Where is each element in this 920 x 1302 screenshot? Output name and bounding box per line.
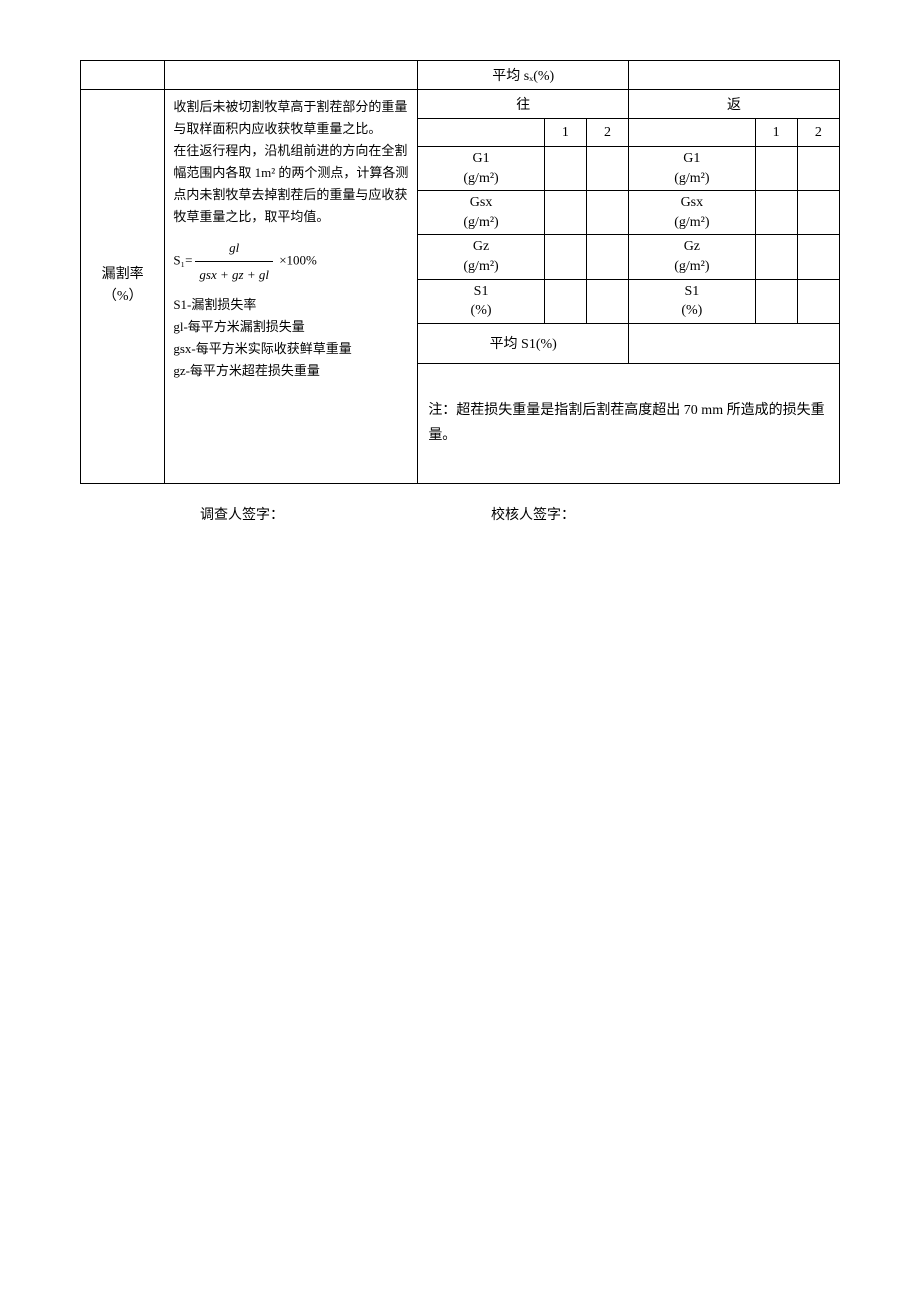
checker-signature-label: 校核人签字： xyxy=(491,504,575,524)
note-cell: 注：超茬损失重量是指割后割茬高度超出 70 mm 所造成的损失重量。 xyxy=(418,363,840,483)
description-cell: 收割后未被切割牧草高于割茬部分的重量与取样面积内应收获牧草重量之比。 在往返行程… xyxy=(165,90,418,484)
gsx-text-r: Gsx xyxy=(681,195,704,210)
fwd-gsx-label: Gsx (g/m²) xyxy=(418,191,544,235)
ret-s1-v1 xyxy=(755,279,797,323)
fwd-gz-label: Gz (g/m²) xyxy=(418,235,544,279)
gz-unit: (g/m²) xyxy=(463,259,498,274)
fwd-s1-v2 xyxy=(586,279,628,323)
formula-num: gl xyxy=(195,237,273,262)
s1-text-r: S1 xyxy=(684,284,699,299)
s1-unit-r: (%) xyxy=(681,303,702,318)
ret-gsx-v1 xyxy=(755,191,797,235)
g1-unit-r: (g/m²) xyxy=(674,171,709,186)
fwd-col2: 2 xyxy=(586,119,628,147)
ret-s1-label: S1 (%) xyxy=(629,279,755,323)
fwd-gsx-v2 xyxy=(586,191,628,235)
fwd-s1-label: S1 (%) xyxy=(418,279,544,323)
desc-para2: 在往返行程内，沿机组前进的方向在全割幅范围内各取 1m² 的两个测点，计算各测点… xyxy=(173,140,409,228)
fwd-g1-v1 xyxy=(544,147,586,191)
signature-row: 调查人签字： 校核人签字： xyxy=(80,504,840,524)
prev-label-cell xyxy=(81,61,165,90)
gsx-unit: (g/m²) xyxy=(463,215,498,230)
ret-gz-v2 xyxy=(797,235,839,279)
fwd-g1-label: G1 (g/m²) xyxy=(418,147,544,191)
desc-gsx: gsx-每平方米实际收获鲜草重量 xyxy=(173,338,409,360)
fwd-gsx-v1 xyxy=(544,191,586,235)
formula-prefix: S₁= xyxy=(173,252,192,267)
fwd-gz-v1 xyxy=(544,235,586,279)
fwd-blank xyxy=(418,119,544,147)
ret-s1-v2 xyxy=(797,279,839,323)
desc-gz: gz-每平方米超茬损失重量 xyxy=(173,360,409,382)
fwd-gz-v2 xyxy=(586,235,628,279)
s1-unit: (%) xyxy=(471,303,492,318)
ret-gsx-label: Gsx (g/m²) xyxy=(629,191,755,235)
gz-unit-r: (g/m²) xyxy=(674,259,709,274)
header-forward: 往 xyxy=(418,90,629,119)
ret-g1-v1 xyxy=(755,147,797,191)
fwd-col1: 1 xyxy=(544,119,586,147)
g1-text: G1 xyxy=(472,151,489,166)
gz-text: Gz xyxy=(473,239,489,254)
desc-para1: 收割后未被切割牧草高于割茬部分的重量与取样面积内应收获牧草重量之比。 xyxy=(173,96,409,140)
avg-sc-value xyxy=(629,61,840,90)
measurement-table: 平均 sₓ(%) 漏割率 （%） 收割后未被切割牧草高于割茬部分的重量与取样面积… xyxy=(80,60,840,484)
label-line2: （%） xyxy=(103,289,143,304)
formula-line: S₁=glgsx + gz + gl ×100% xyxy=(173,237,409,286)
avg-sc-label: 平均 sₓ(%) xyxy=(418,61,629,90)
formula-fraction: glgsx + gz + gl xyxy=(195,237,273,286)
avg-s1-label: 平均 S1(%) xyxy=(418,323,629,363)
ret-gsx-v2 xyxy=(797,191,839,235)
ret-g1-label: G1 (g/m²) xyxy=(629,147,755,191)
ret-gz-label: Gz (g/m²) xyxy=(629,235,755,279)
fwd-s1-v1 xyxy=(544,279,586,323)
g1-unit: (g/m²) xyxy=(463,171,498,186)
ret-col1: 1 xyxy=(755,119,797,147)
row-label-leak-rate: 漏割率 （%） xyxy=(81,90,165,484)
prev-desc-cell xyxy=(165,61,418,90)
gz-text-r: Gz xyxy=(684,239,700,254)
formula-den: gsx + gz + gl xyxy=(195,262,273,286)
fwd-g1-v2 xyxy=(586,147,628,191)
desc-gl: gl-每平方米漏割损失量 xyxy=(173,316,409,338)
g1-text-r: G1 xyxy=(683,151,700,166)
gsx-unit-r: (g/m²) xyxy=(674,215,709,230)
desc-s1: S1-漏割损失率 xyxy=(173,294,409,316)
ret-blank xyxy=(629,119,755,147)
header-return: 返 xyxy=(629,90,840,119)
investigator-signature-label: 调查人签字： xyxy=(200,504,284,524)
avg-s1-value xyxy=(629,323,840,363)
s1-text: S1 xyxy=(474,284,489,299)
gsx-text: Gsx xyxy=(470,195,493,210)
formula-suffix: ×100% xyxy=(276,252,317,267)
label-line1: 漏割率 xyxy=(102,267,144,282)
ret-gz-v1 xyxy=(755,235,797,279)
ret-g1-v2 xyxy=(797,147,839,191)
ret-col2: 2 xyxy=(797,119,839,147)
